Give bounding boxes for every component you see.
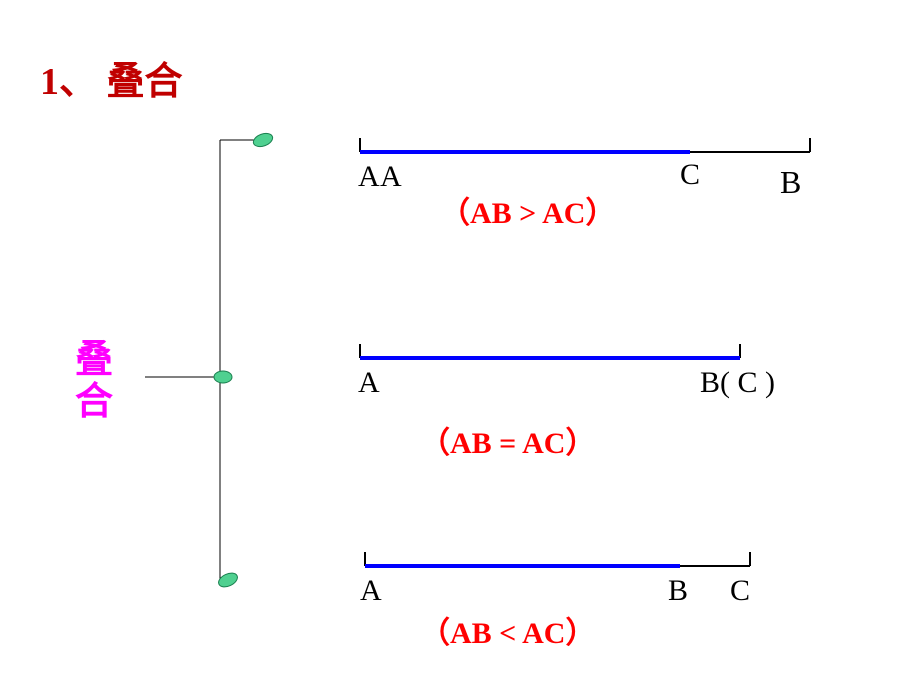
tree-marker-0 — [252, 131, 275, 149]
diagram-canvas — [0, 0, 920, 690]
case2-label-0: A — [360, 574, 382, 608]
case1-label-1: B( C ) — [700, 366, 775, 400]
case1-label-0: A — [358, 366, 380, 400]
case2-comparison: （AB < AC） — [420, 608, 595, 652]
case0-label-3: B — [780, 164, 801, 201]
case1-comparison: （AB = AC） — [420, 418, 595, 462]
case0-label-2: C — [680, 158, 700, 192]
case0-label-1: A — [380, 160, 402, 194]
case2-label-1: B — [668, 574, 688, 608]
case2-label-2: C — [730, 574, 750, 608]
case0-comparison: （AB > AC） — [440, 188, 615, 232]
case0-label-0: A — [358, 160, 380, 194]
tree-marker-1 — [214, 371, 232, 383]
